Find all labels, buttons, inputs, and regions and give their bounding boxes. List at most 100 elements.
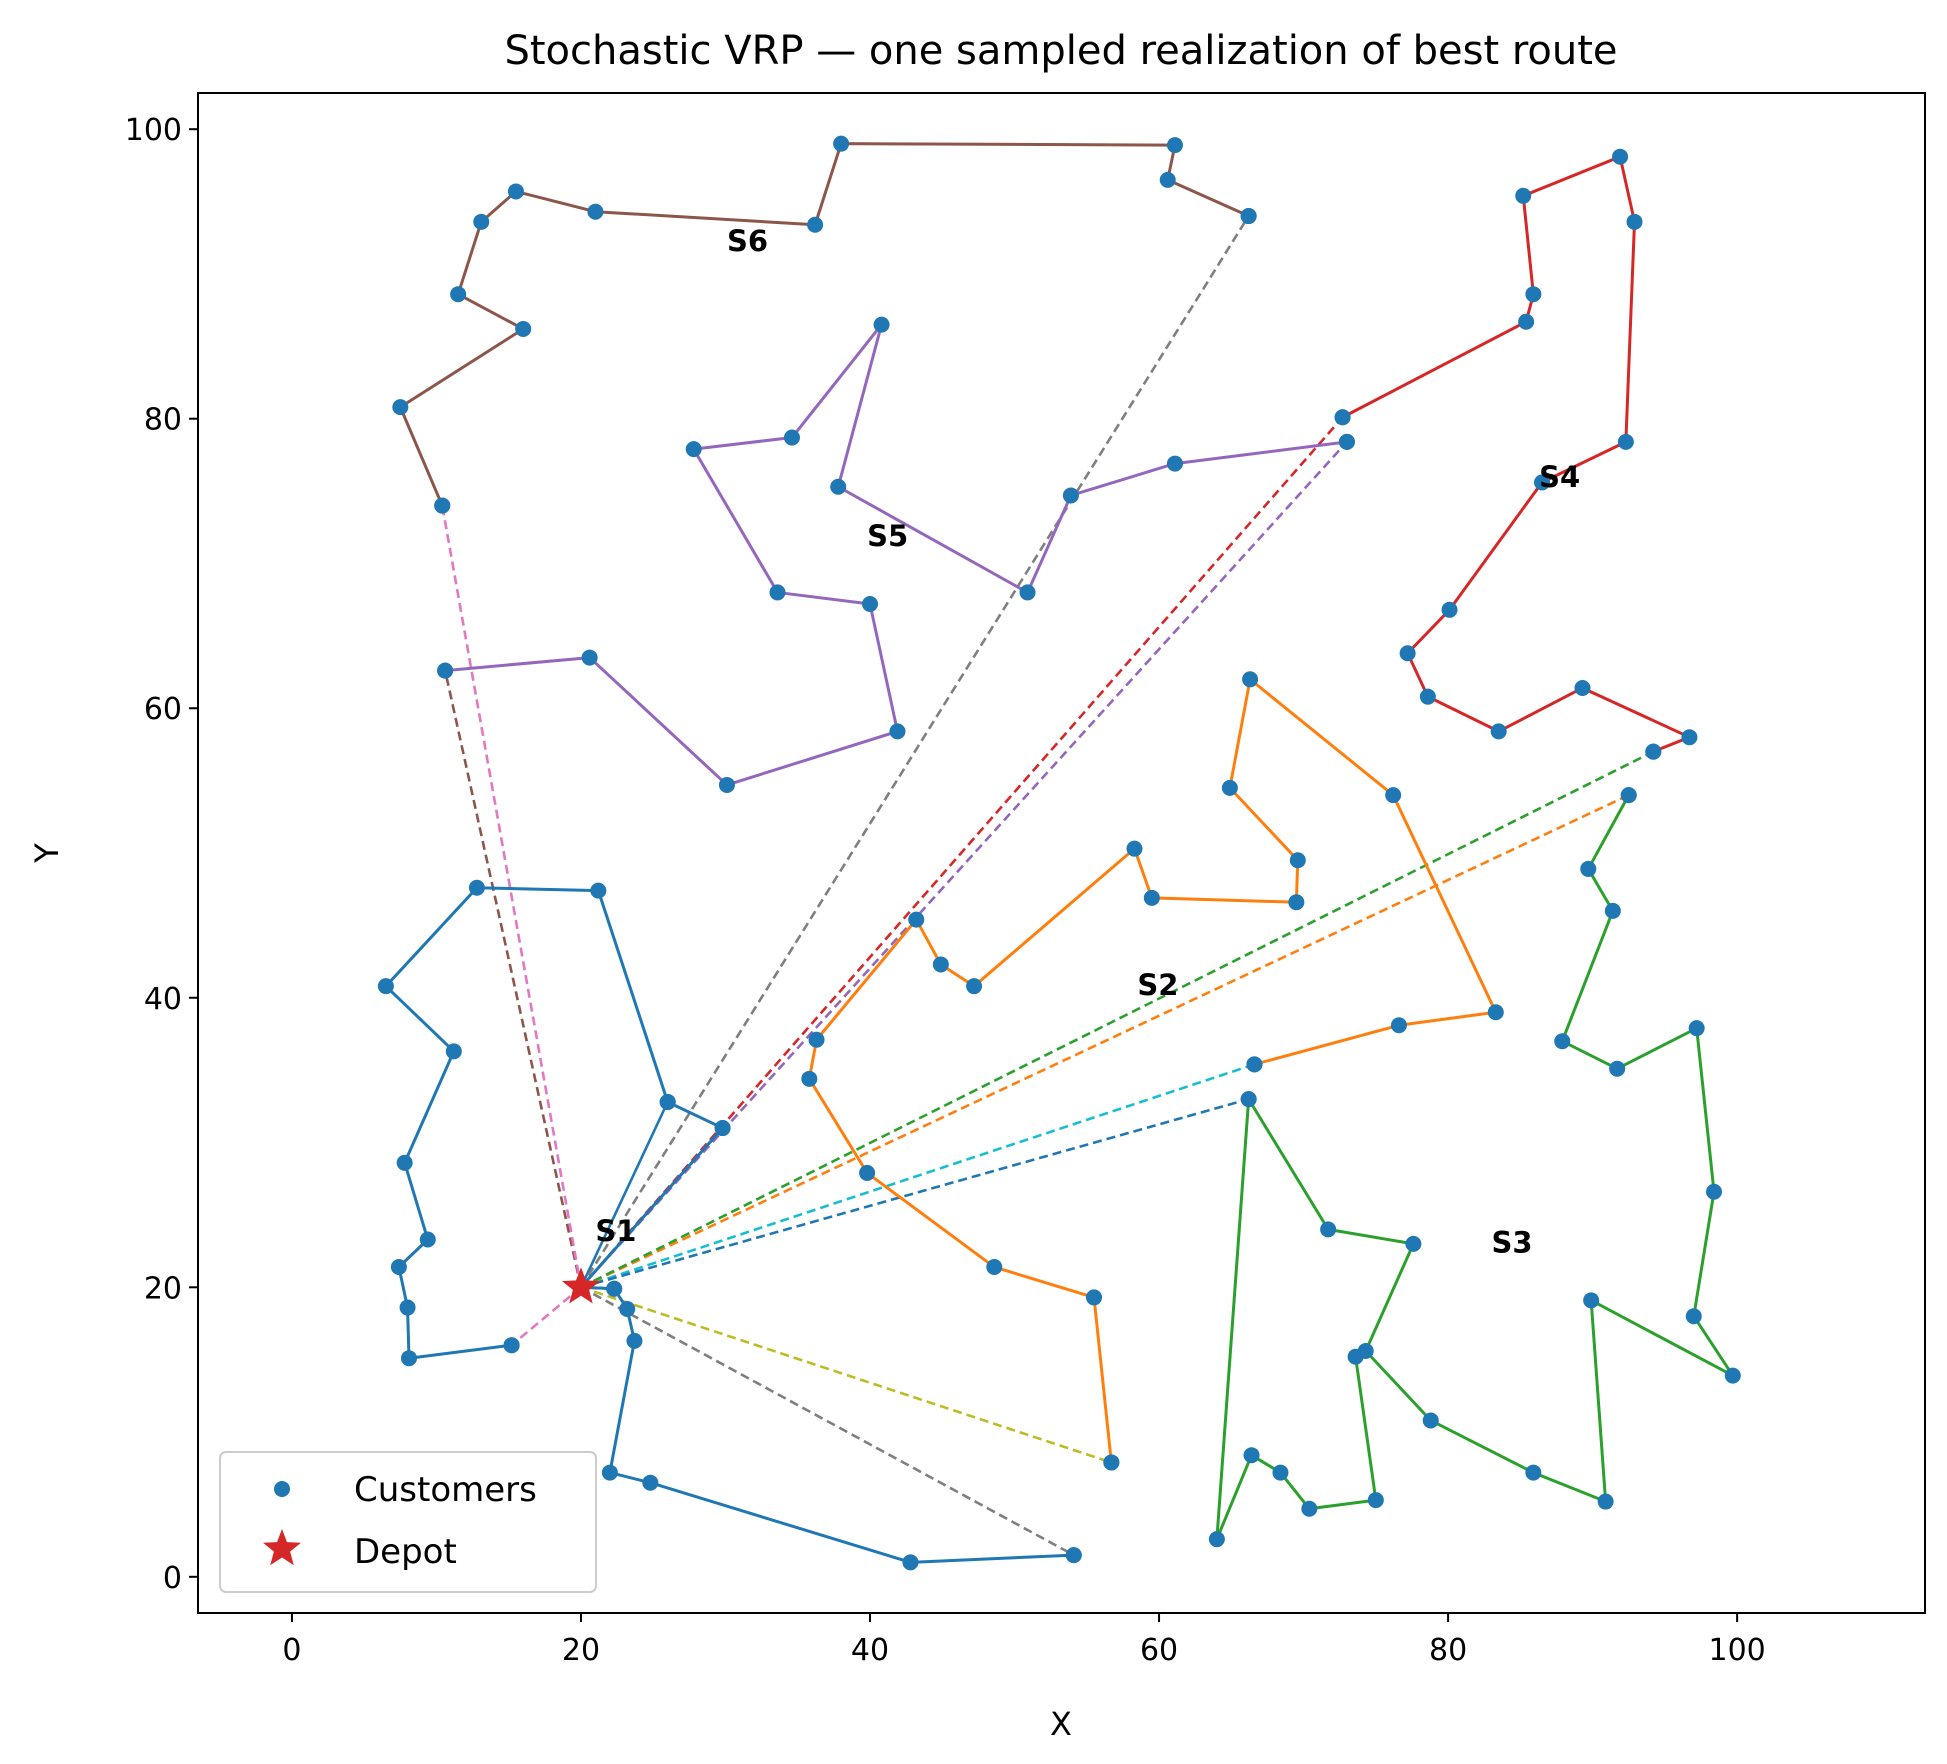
y-tick-label: 40 [144,982,182,1017]
customer-point [1487,1004,1504,1021]
customer-point [1681,729,1698,746]
customer-point [473,213,490,230]
customer-point [1609,1060,1626,1077]
customer-point [1320,1221,1337,1238]
customer-point [1525,286,1542,303]
customer-point [503,1337,520,1354]
customer-point [1645,743,1662,760]
x-tick-label: 0 [282,1633,301,1668]
customer-point [966,978,983,995]
customer-point [1126,840,1143,857]
customer-point [902,1554,919,1571]
y-tick-label: 20 [144,1271,182,1306]
customer-point [1490,723,1507,740]
customer-point [908,911,925,928]
customer-point [1419,688,1436,705]
customer-point [1724,1367,1741,1384]
customer-point [873,316,890,333]
customer-point [419,1231,436,1248]
customer-point [1518,313,1535,330]
customer-point [619,1301,636,1317]
customer-point [1288,894,1305,911]
customer-point [1612,148,1629,165]
customer-point [1243,1447,1260,1464]
customer-point [390,1259,407,1276]
customer-point [396,1154,413,1171]
customer-point [807,216,824,233]
customer-point [1617,433,1634,450]
customer-point [1583,1292,1600,1309]
customer-point [1347,1348,1364,1365]
y-axis-label: Y [28,843,66,864]
x-tick-label: 60 [1140,1633,1178,1668]
customer-point [1706,1183,1723,1200]
customer-point [659,1093,676,1110]
customer-point [1580,860,1597,877]
route-label-s6: S6 [727,224,768,258]
depot-connection-line [579,215,1250,1288]
customer-point [833,135,850,152]
customer-point [1554,1033,1571,1050]
customer-point [1405,1235,1422,1252]
customer-point [808,1031,825,1048]
customer-point [1242,671,1259,688]
customer-point [1399,645,1416,662]
customer-point [626,1332,643,1349]
customer-point [400,1350,417,1367]
legend-customers-label: Customers [354,1470,537,1510]
customer-point [1422,1412,1439,1429]
customer-point [1597,1493,1614,1510]
depot-connection-line [580,750,1654,1289]
depot-connection-line [580,1097,1250,1289]
customer-point [1620,787,1637,804]
customer-point [468,879,485,896]
route-label-s4: S4 [1539,460,1580,494]
x-tick-label: 40 [851,1633,889,1668]
customer-point [1334,409,1351,426]
depot-connection-line [580,441,1348,1289]
customer-point [590,882,607,899]
depot-connection-line [443,670,583,1288]
customer-point [1166,137,1183,154]
customer-point [1289,852,1306,869]
plot-area: S1 S2 S3 S4 S5 S6 [377,135,1741,1571]
legend-depot-marker [263,1529,301,1566]
customer-point [1221,779,1238,796]
customer-point [1240,208,1257,225]
depot-connection-line [580,1063,1255,1289]
customer-point [392,399,409,416]
x-tick-label: 20 [562,1633,600,1668]
customer-point [1103,1454,1120,1471]
axis-ticks: 0 20 40 60 80 100 0 20 40 60 80 100 [125,113,1766,1668]
depot-connection-line [440,505,583,1288]
customer-point [1240,1091,1257,1108]
x-tick-label: 80 [1429,1633,1467,1668]
route-label-s2: S2 [1137,968,1178,1002]
x-axis-label: X [1050,1705,1072,1743]
route-label-s3: S3 [1491,1226,1532,1260]
y-tick-label: 60 [144,692,182,727]
customer-point [1338,433,1355,450]
depot-connection-line [580,1286,1075,1557]
customer-point [1441,601,1458,618]
customer-point [587,203,604,220]
customer-point [515,320,532,337]
customer-point [642,1474,659,1491]
customer-point [1086,1289,1103,1306]
customer-point [783,429,800,446]
customer-point [1685,1308,1702,1325]
customer-point [1515,187,1532,204]
customer-point [801,1070,818,1087]
customer-point [718,776,735,793]
y-tick-label: 100 [125,113,182,148]
route-label-s5: S5 [867,519,908,553]
customer-point [986,1259,1003,1276]
y-tick-label: 0 [163,1561,182,1596]
customer-point [1062,487,1079,504]
customer-point [1019,584,1036,601]
customer-point [862,596,879,613]
customer-point [434,497,451,514]
customer-point [450,286,467,303]
customer-point [601,1464,618,1481]
